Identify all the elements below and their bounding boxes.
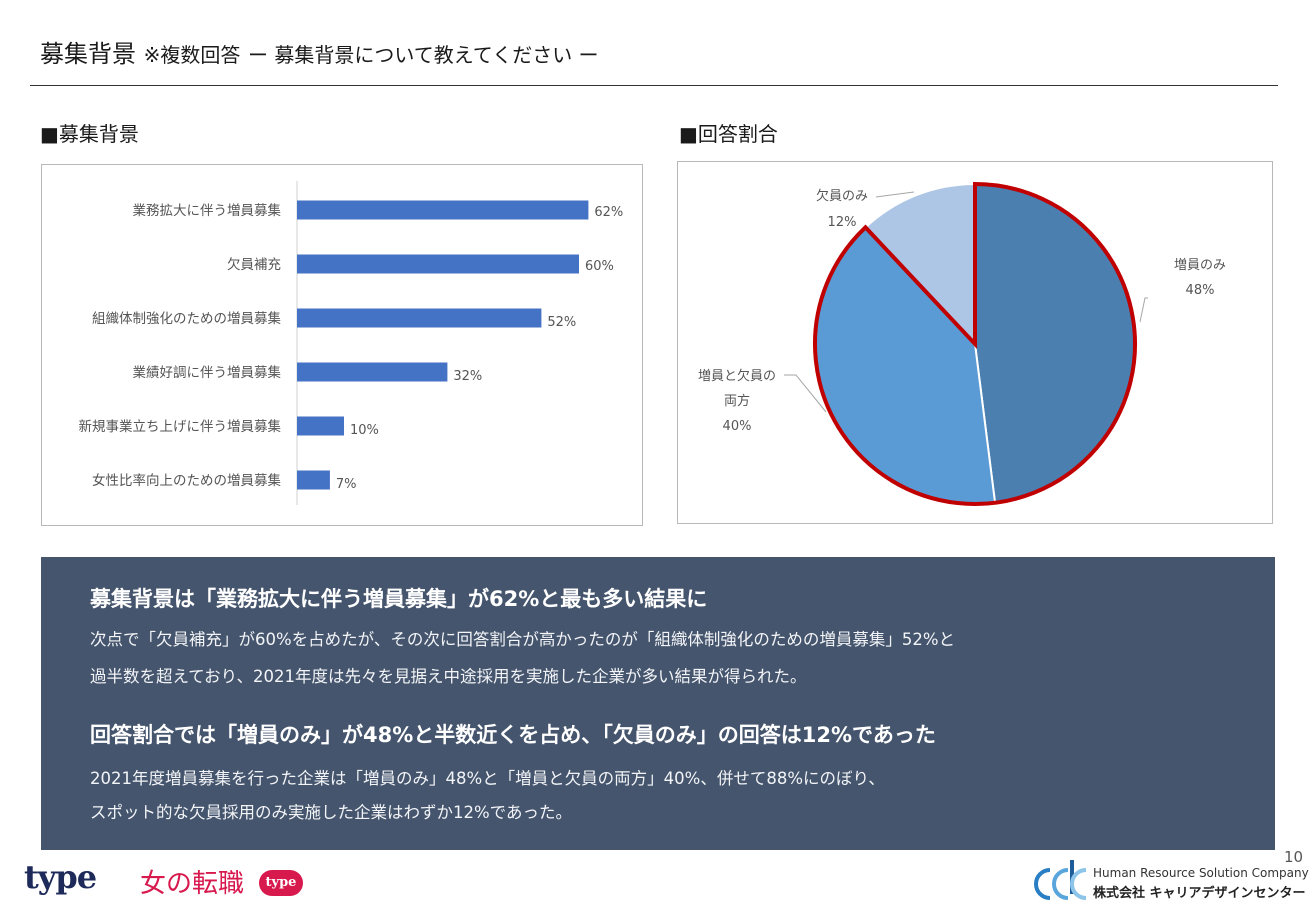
page-title: 募集背景 ※複数回答 ー 募集背景について教えてください ー <box>40 34 599 69</box>
pie-leader-2 <box>784 374 827 413</box>
cdc-logo-icon <box>1034 860 1087 900</box>
pie-leader-1 <box>1139 297 1148 323</box>
pie-value-1: 48% <box>1186 283 1215 298</box>
page-number: 10 <box>1284 848 1304 866</box>
summary-text-2a: 2021年度増員募集を行った企業は「増員のみ」48%と「増員と欠員の両方」40%… <box>90 769 885 788</box>
pie-slice-3 <box>864 182 976 347</box>
bar-2 <box>297 254 579 274</box>
bar-chart: 業務拡大に伴う増員募集 62% 欠員補充 60% 組織体制強化のための増員募集 52% 業績… <box>79 181 623 505</box>
bar-value-label: 32% <box>453 369 482 384</box>
bar-4 <box>297 362 448 382</box>
bar-category-label: 欠員補充 <box>227 257 281 273</box>
pie-section-label: ■回答割合 <box>679 122 778 146</box>
bar-value-label: 52% <box>547 315 576 330</box>
page-title-note: ※複数回答 <box>143 43 241 67</box>
pie-leader-3 <box>875 191 915 198</box>
bar-value-label: 10% <box>350 423 379 438</box>
bar-category-label: 新規事業立ち上げに伴う増員募集 <box>79 419 282 435</box>
company-name-jp: 株式会社 キャリアデザインセンター <box>1093 886 1306 901</box>
type-logo: type <box>24 858 97 896</box>
bar-value-label: 62% <box>594 205 623 220</box>
bar-category-label: 業績好調に伴う増員募集 <box>133 365 282 381</box>
bar-3 <box>297 308 542 328</box>
pie-label-3: 欠員のみ <box>816 188 868 204</box>
summary-text-1a: 次点で「欠員補充」が60%を占めたが、その次に回答割合が高かったのが「組織体制強… <box>90 630 956 649</box>
pie-label-1: 増員のみ <box>1174 258 1226 273</box>
bar-value-label: 7% <box>336 477 357 492</box>
bar-section-label: ■募集背景 <box>40 122 139 146</box>
bar-6 <box>297 470 330 490</box>
company-name-en: Human Resource Solution Company <box>1093 866 1309 880</box>
bar-value-label: 60% <box>585 259 614 274</box>
summary-text-2b: スポット的な欠員採用のみ実施した企業はわずか12%であった。 <box>90 803 573 822</box>
type-badge-logo: type <box>259 870 303 896</box>
title-divider <box>30 85 1278 86</box>
onna-no-tenshoku-logo: 女の転職 <box>140 869 245 899</box>
bar-chart-panel: 業務拡大に伴う増員募集 62% 欠員補充 60% 組織体制強化のための増員募集 52% 業績… <box>41 164 643 526</box>
bar-category-label: 組織体制強化のための増員募集 <box>92 311 281 327</box>
pie-highlight-outline <box>813 181 1137 506</box>
pie-value-3: 12% <box>828 215 857 230</box>
summary-heading-1: 募集背景は「業務拡大に伴う増員募集」が62%と最も多い結果に <box>90 587 708 611</box>
page-subtitle: ー 募集背景について教えてください ー <box>248 43 599 67</box>
pie-chart: 増員のみ 48% 増員と欠員の両方 40% 欠員のみ 12% <box>698 181 1226 506</box>
pie-label-2b: 両方 <box>724 393 750 409</box>
summary-heading-2: 回答割合では「増員のみ」が48%と半数近くを占め、「欠員のみ」の回答は12%であ… <box>90 723 936 747</box>
bar-category-label: 女性比率向上のための増員募集 <box>92 472 281 489</box>
page-title-main: 募集背景 <box>40 40 136 68</box>
pie-label-2a: 増員と欠員の <box>698 368 776 384</box>
summary-panel: 募集背景は「業務拡大に伴う増員募集」が62%と最も多い結果に 次点で「欠員補充」… <box>41 557 1275 850</box>
pie-value-2: 40% <box>723 419 752 434</box>
summary-text-1b: 過半数を超えており、2021年度は先々を見据え中途採用を実施した企業が多い結果が… <box>90 667 807 686</box>
pie-chart-panel: 増員のみ 48% 増員と欠員の 両方 40% 欠員のみ 12% <box>677 161 1273 524</box>
bar-5 <box>297 416 344 436</box>
bar-1 <box>297 200 589 220</box>
bar-category-label: 業務拡大に伴う増員募集 <box>133 203 282 219</box>
pie-slice-1 <box>974 182 1136 504</box>
